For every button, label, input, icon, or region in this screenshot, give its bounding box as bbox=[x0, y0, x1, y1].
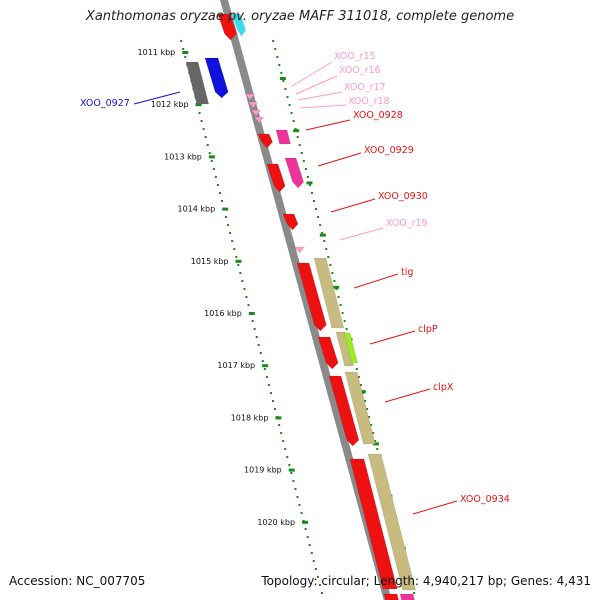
feature-label[interactable]: tig bbox=[401, 267, 413, 278]
gene-block bbox=[257, 133, 273, 149]
ruler-tick-label: 1019 kbp bbox=[244, 466, 282, 475]
feature-label[interactable]: XOO_0930 bbox=[378, 191, 428, 202]
genome-backbone bbox=[220, 0, 392, 600]
label-leader-line bbox=[412, 500, 458, 515]
gene-block bbox=[335, 331, 354, 367]
feature-label[interactable]: XOO_r18 bbox=[348, 96, 390, 107]
feature-label[interactable]: XOO_0927 bbox=[80, 98, 130, 109]
gene-block bbox=[266, 163, 286, 193]
label-leader-line bbox=[291, 61, 333, 87]
ruler-tick bbox=[319, 233, 326, 237]
ruler-tick bbox=[306, 181, 313, 185]
backbone-band bbox=[220, 0, 392, 600]
gene-block bbox=[296, 262, 327, 332]
ruler-tick-label: 1012 kbp bbox=[151, 100, 189, 109]
kbp-ruler: 1011 kbp 1012 kbp 1013 kbp 1014 kbp 1015 kbp… bbox=[138, 40, 415, 594]
gene-block bbox=[204, 57, 229, 99]
ruler-tick bbox=[359, 390, 366, 394]
ruler-tick-label: 1014 kbp bbox=[177, 205, 215, 214]
feature-label[interactable]: XOO_0928 bbox=[353, 110, 403, 121]
feature-label[interactable]: XOO_r16 bbox=[339, 65, 381, 76]
rrna-block bbox=[250, 109, 262, 117]
gene-block bbox=[317, 336, 339, 370]
accession-text: Accession: NC_007705 bbox=[9, 574, 146, 588]
feature-label[interactable]: clpX bbox=[433, 382, 454, 393]
label-leader-line bbox=[353, 273, 399, 289]
feature-label[interactable]: XOO_0934 bbox=[460, 494, 510, 505]
gene-block bbox=[349, 458, 398, 590]
ruler-tick bbox=[208, 155, 215, 159]
ruler-tick bbox=[275, 416, 282, 420]
label-leader-line bbox=[339, 227, 384, 241]
ruler-tick bbox=[248, 312, 255, 315]
label-leader-line bbox=[369, 330, 416, 345]
gene-block bbox=[231, 13, 246, 37]
ruler-tick bbox=[195, 103, 202, 107]
genome-title: Xanthomonas oryzae pv. oryzae MAFF 31101… bbox=[85, 9, 515, 24]
ruler-tick-label: 1011 kbp bbox=[138, 48, 176, 57]
label-leader-line bbox=[299, 104, 347, 109]
gene-block bbox=[328, 375, 360, 447]
topology-text: Topology: circular; Length: 4,940,217 bp… bbox=[261, 574, 591, 588]
label-leader-line bbox=[330, 198, 376, 213]
ruler-tick bbox=[182, 51, 189, 54]
rrna-block bbox=[244, 93, 256, 101]
gene-block bbox=[399, 593, 415, 600]
feature-label[interactable]: XOO_r15 bbox=[334, 51, 376, 62]
label-leader-line bbox=[317, 152, 362, 167]
gene-block bbox=[185, 61, 210, 105]
ruler-tick bbox=[288, 468, 295, 472]
ruler-tick-label: 1013 kbp bbox=[164, 152, 202, 161]
rrna-block bbox=[253, 116, 265, 124]
ruler-tick bbox=[333, 285, 340, 289]
label-leader-line bbox=[305, 119, 351, 131]
gene-block bbox=[282, 213, 299, 231]
ruler-tick bbox=[279, 77, 286, 80]
ruler-tick-label: 1016 kbp bbox=[204, 309, 242, 318]
gene-block bbox=[313, 257, 345, 329]
ruler-tick-label: 1015 kbp bbox=[191, 257, 229, 266]
feature-label[interactable]: clpP bbox=[418, 324, 438, 335]
gene-block bbox=[343, 332, 358, 364]
gene-block bbox=[217, 13, 237, 41]
ruler-tick bbox=[222, 207, 229, 211]
feature-label[interactable]: XOO_r19 bbox=[386, 218, 428, 229]
gene-block bbox=[367, 453, 417, 591]
ruler-tick bbox=[373, 442, 380, 446]
feature-labels: XOO_0927 XOO_r15 XOO_r16 XOO_r17 XOO_r18 XOO_… bbox=[80, 51, 510, 515]
label-leader-line bbox=[384, 388, 431, 403]
ruler-tick-label: 1017 kbp bbox=[217, 361, 255, 370]
label-leader-line bbox=[133, 91, 181, 105]
label-leader-line bbox=[295, 75, 338, 95]
gene-block bbox=[275, 129, 291, 145]
gene-block bbox=[383, 593, 399, 600]
rrna-block bbox=[293, 246, 306, 254]
label-leader-line bbox=[297, 91, 343, 101]
gene-block bbox=[284, 157, 304, 189]
ruler-tick bbox=[293, 129, 300, 133]
gene-block bbox=[344, 371, 376, 445]
feature-label[interactable]: XOO_r17 bbox=[344, 82, 386, 93]
ruler-tick-label: 1020 kbp bbox=[257, 518, 295, 527]
feature-label[interactable]: XOO_0929 bbox=[364, 145, 414, 156]
ruler-tick bbox=[262, 364, 269, 368]
gene-features bbox=[185, 13, 417, 600]
rrna-block bbox=[247, 101, 259, 109]
ruler-tick bbox=[302, 520, 309, 524]
ruler-tick bbox=[235, 259, 242, 263]
ruler-tick-label: 1018 kbp bbox=[231, 413, 269, 422]
